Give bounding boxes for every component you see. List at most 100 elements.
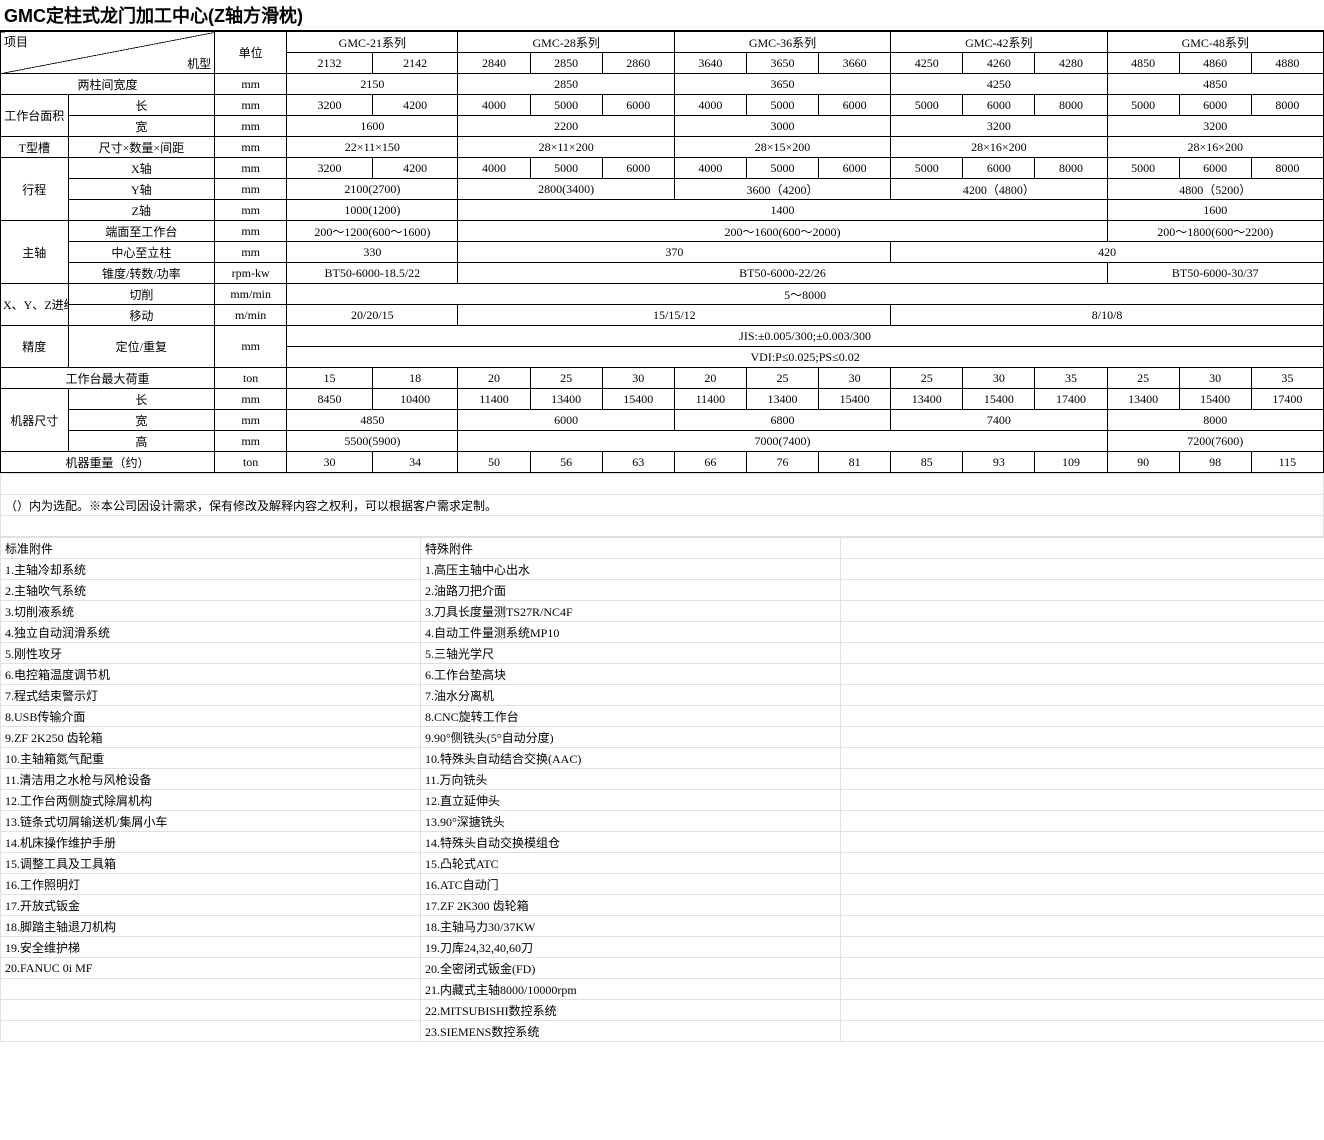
blank-cell xyxy=(841,874,1324,895)
blank-cell xyxy=(841,664,1324,685)
val: 17400 xyxy=(1251,389,1323,410)
val: 4850 xyxy=(287,410,458,431)
val: BT50-6000-30/37 xyxy=(1107,263,1323,284)
spec-item: 5.三轴光学尺 xyxy=(421,643,841,664)
unit: mm xyxy=(215,95,287,116)
unit-header: 单位 xyxy=(215,32,287,74)
row-weight: 机器重量（约） ton 3034505663667681859310990981… xyxy=(1,452,1324,473)
model-cell: 4880 xyxy=(1251,53,1323,74)
val: 4200 xyxy=(372,158,458,179)
model-cell: 4260 xyxy=(963,53,1035,74)
val: 13400 xyxy=(530,389,602,410)
val: 34 xyxy=(372,452,458,473)
val: 2850 xyxy=(458,74,674,95)
model-cell: 4280 xyxy=(1035,53,1107,74)
sublabel: 宽 xyxy=(68,116,214,137)
val: 109 xyxy=(1035,452,1107,473)
val: 15/15/12 xyxy=(458,305,891,326)
val: 35 xyxy=(1251,368,1323,389)
unit: mm xyxy=(215,179,287,200)
val: 2800(3400) xyxy=(458,179,674,200)
label: 精度 xyxy=(1,326,69,368)
val: 115 xyxy=(1251,452,1323,473)
val: 28×16×200 xyxy=(1107,137,1323,158)
val: 4200（4800） xyxy=(891,179,1107,200)
row-machsize-w: 宽 mm 4850 6000 6800 7400 8000 xyxy=(1,410,1324,431)
unit: mm xyxy=(215,242,287,263)
series-28: GMC-28系列 xyxy=(458,32,674,53)
blank-cell xyxy=(841,979,1324,1000)
blank-cell xyxy=(841,748,1324,769)
label: 工作台面积 xyxy=(1,95,69,137)
val: VDI:P≤0.025;PS≤0.02 xyxy=(287,347,1324,368)
row-feed-cut: X、Y、Z进给率 切削 mm/min 5～8000 xyxy=(1,284,1324,305)
val: 30 xyxy=(963,368,1035,389)
blank-cell xyxy=(841,832,1324,853)
val: 13400 xyxy=(1107,389,1179,410)
model-cell: 3640 xyxy=(674,53,746,74)
row-machsize-h: 高 mm 5500(5900) 7000(7400) 7200(7600) xyxy=(1,431,1324,452)
val: 6000 xyxy=(963,158,1035,179)
model-label: 机型 xyxy=(187,55,211,72)
unit: mm xyxy=(215,389,287,410)
unit: mm xyxy=(215,326,287,368)
val: 10400 xyxy=(372,389,458,410)
val: 4000 xyxy=(674,158,746,179)
page-title: GMC定柱式龙门加工中心(Z轴方滑枕) xyxy=(0,0,1324,31)
std-item: 2.主轴吹气系统 xyxy=(1,580,421,601)
val: 13400 xyxy=(746,389,818,410)
model-cell: 2840 xyxy=(458,53,530,74)
model-cell: 4250 xyxy=(891,53,963,74)
val: 200～1600(600～2000) xyxy=(458,221,1107,242)
val: 3200 xyxy=(891,116,1107,137)
spec-item: 2.油路刀把介面 xyxy=(421,580,841,601)
val: 2100(2700) xyxy=(287,179,458,200)
label: 两柱间宽度 xyxy=(1,74,215,95)
val: 7200(7600) xyxy=(1107,431,1323,452)
val: 28×11×200 xyxy=(458,137,674,158)
std-item xyxy=(1,1000,421,1021)
sublabel: 锥度/转数/功率 xyxy=(68,263,214,284)
label: X、Y、Z进给率 xyxy=(1,284,69,326)
val: 15 xyxy=(287,368,373,389)
spec-table: 项目 机型 单位 GMC-21系列 GMC-28系列 GMC-36系列 GMC-… xyxy=(0,31,1324,473)
sublabel: Y轴 xyxy=(68,179,214,200)
label: 机器重量（约） xyxy=(1,452,215,473)
val: 15400 xyxy=(1179,389,1251,410)
sublabel: 中心至立柱 xyxy=(68,242,214,263)
val: 98 xyxy=(1179,452,1251,473)
series-42: GMC-42系列 xyxy=(891,32,1107,53)
val: 4000 xyxy=(458,158,530,179)
model-cell: 3650 xyxy=(746,53,818,74)
blank-cell xyxy=(841,643,1324,664)
spec-item: 22.MITSUBISHI数控系统 xyxy=(421,1000,841,1021)
unit: mm xyxy=(215,431,287,452)
val: 66 xyxy=(674,452,746,473)
unit: mm xyxy=(215,116,287,137)
std-item: 17.开放式钣金 xyxy=(1,895,421,916)
sublabel: Z轴 xyxy=(68,200,214,221)
val: 50 xyxy=(458,452,530,473)
val: 81 xyxy=(819,452,891,473)
spec-item: 18.主轴马力30/37KW xyxy=(421,916,841,937)
val: 56 xyxy=(530,452,602,473)
blank-cell xyxy=(841,601,1324,622)
val: 7000(7400) xyxy=(458,431,1107,452)
val: 8000 xyxy=(1035,95,1107,116)
unit: mm xyxy=(215,200,287,221)
blank-cell xyxy=(841,1021,1324,1042)
blank-cell xyxy=(841,769,1324,790)
val: 8/10/8 xyxy=(891,305,1324,326)
val: 4250 xyxy=(891,74,1107,95)
sublabel: 长 xyxy=(68,95,214,116)
val: 8000 xyxy=(1107,410,1323,431)
val: 20/20/15 xyxy=(287,305,458,326)
val: 8000 xyxy=(1035,158,1107,179)
val: 3200 xyxy=(1107,116,1323,137)
val: 3200 xyxy=(287,158,373,179)
label: 行程 xyxy=(1,158,69,221)
std-item: 16.工作照明灯 xyxy=(1,874,421,895)
std-item: 9.ZF 2K250 齿轮箱 xyxy=(1,727,421,748)
val: 30 xyxy=(287,452,373,473)
grid-below: （）内为选配。※本公司因设计需求，保有修改及解释内容之权利，可以根据客户需求定制… xyxy=(0,473,1324,537)
